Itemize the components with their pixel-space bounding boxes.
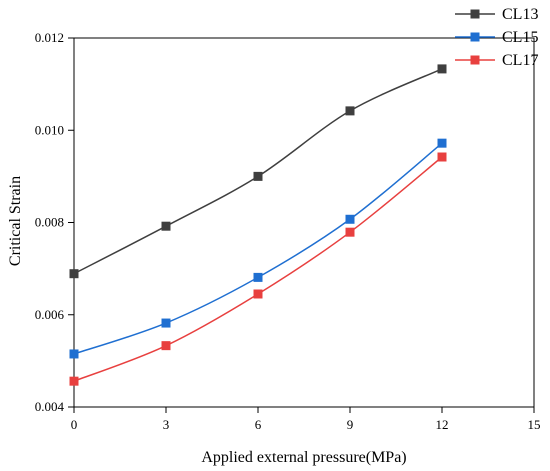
series-cl13 [69, 64, 447, 279]
y-tick-label: 0.004 [35, 399, 65, 414]
series-line-cl13 [73, 68, 443, 275]
data-point-cl17 [345, 227, 355, 237]
series-group [69, 64, 447, 386]
data-point-cl17 [253, 289, 263, 299]
y-axis-title: Critical Strain [7, 176, 24, 266]
series-cl17 [69, 152, 447, 386]
data-point-cl15 [161, 318, 171, 328]
x-tick-label: 15 [528, 417, 541, 432]
data-point-cl17 [437, 152, 447, 162]
x-tick-label: 6 [255, 417, 262, 432]
legend-label-cl15: CL15 [502, 29, 538, 46]
data-point-cl17 [69, 376, 79, 386]
data-point-cl15 [253, 272, 263, 282]
series-cl15 [69, 138, 447, 359]
x-tick-label: 9 [347, 417, 354, 432]
data-point-cl15 [345, 214, 355, 224]
data-point-cl13 [253, 171, 263, 181]
data-point-cl13 [69, 269, 79, 279]
data-point-cl13 [345, 106, 355, 116]
x-tick-label: 3 [163, 417, 170, 432]
legend-item-cl17: CL17 [455, 52, 538, 69]
y-tick-label: 0.008 [35, 215, 64, 230]
legend-marker-cl17 [470, 55, 480, 65]
data-point-cl17 [161, 341, 171, 351]
x-tick-label: 12 [436, 417, 449, 432]
legend-label-cl17: CL17 [502, 52, 538, 69]
legend-item-cl15: CL15 [455, 29, 538, 46]
y-tick-label: 0.010 [35, 122, 64, 137]
legend-label-cl13: CL13 [502, 6, 538, 23]
legend-marker-cl15 [470, 32, 480, 42]
x-tick-label: 0 [71, 417, 78, 432]
legend: CL13 CL15 CL17 [455, 6, 538, 69]
y-tick-label: 0.006 [35, 307, 65, 322]
data-point-cl13 [161, 221, 171, 231]
data-point-cl15 [437, 138, 447, 148]
data-point-cl13 [437, 64, 447, 74]
plot-frame [73, 37, 535, 408]
axes: 0 3 6 9 12 15 0.004 0.006 0.008 0.010 0.012 [35, 30, 541, 432]
y-tick-label: 0.012 [35, 30, 64, 45]
legend-marker-cl13 [470, 9, 480, 19]
legend-item-cl13: CL13 [455, 6, 538, 23]
x-axis-title: Applied external pressure(MPa) [201, 449, 406, 466]
data-point-cl15 [69, 349, 79, 359]
